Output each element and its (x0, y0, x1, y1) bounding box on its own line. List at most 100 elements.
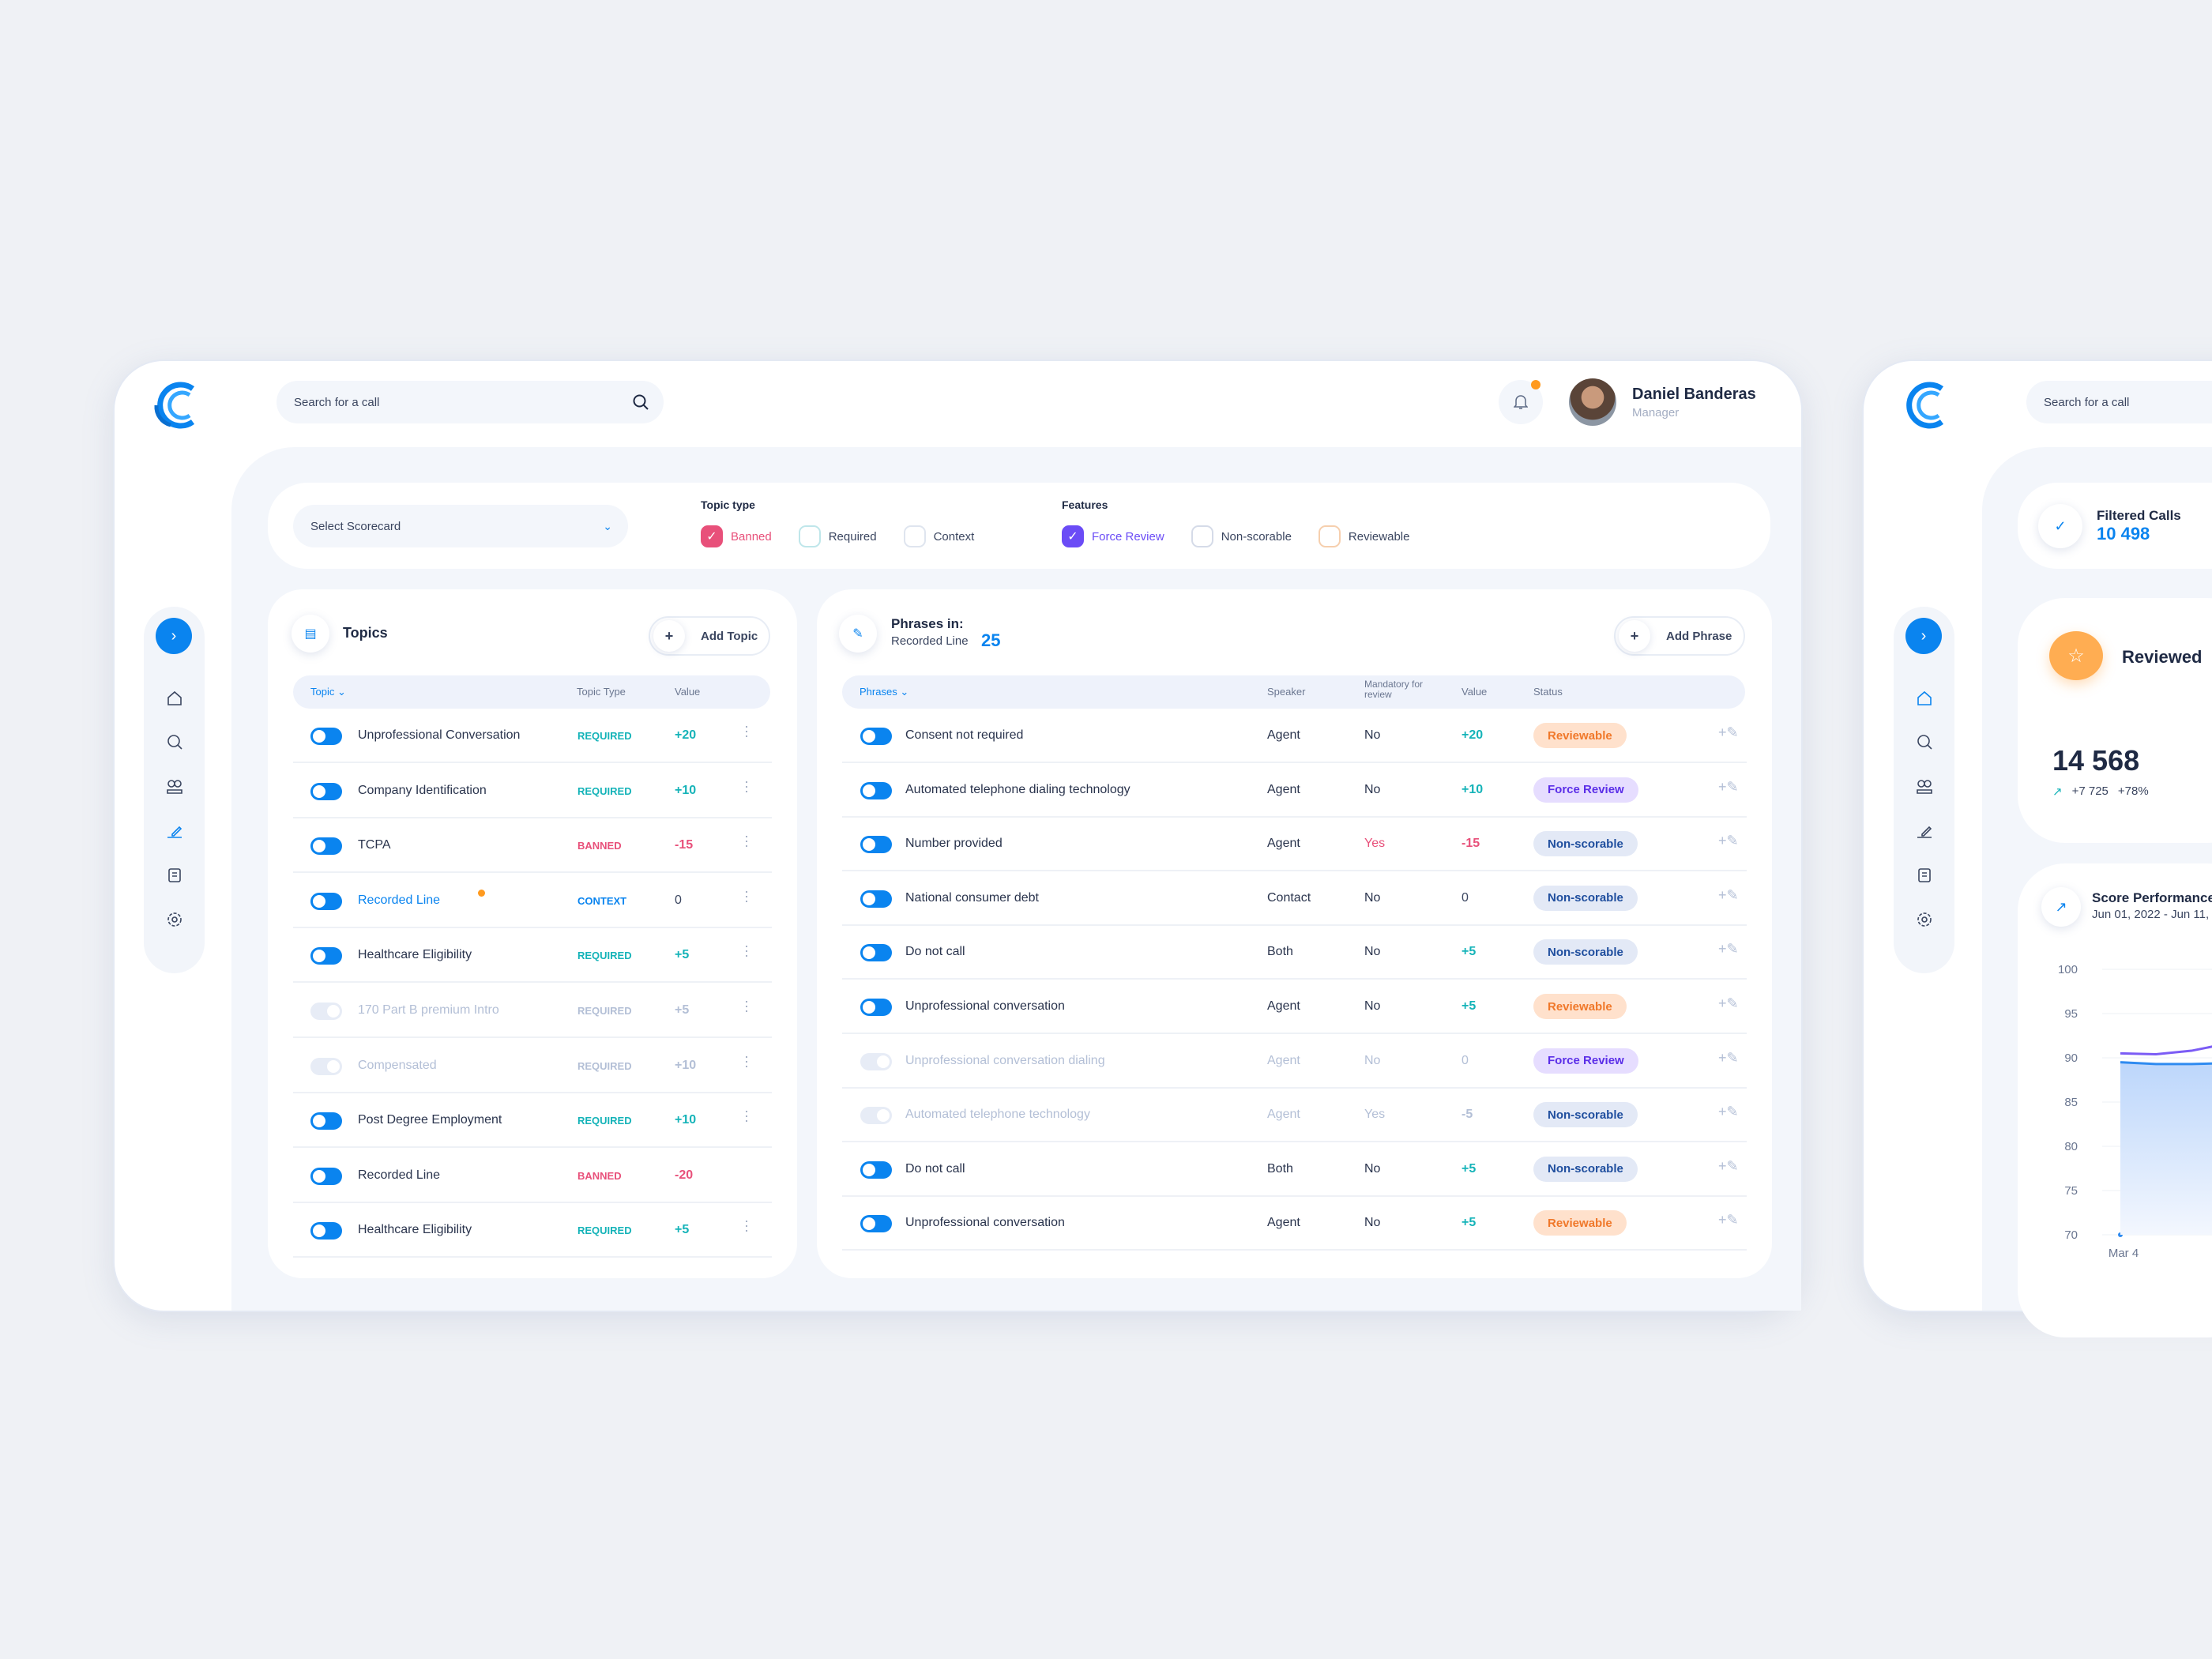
phrase-toggle[interactable] (860, 890, 892, 908)
topic-name[interactable]: Healthcare Eligibility (358, 1223, 472, 1237)
topic-row[interactable]: Recorded Line BANNED -20 (276, 1149, 789, 1203)
topic-name[interactable]: Compensated (358, 1058, 437, 1072)
add-to-review-icon[interactable]: +✎ (1718, 1212, 1739, 1228)
add-to-review-icon[interactable]: +✎ (1718, 833, 1739, 849)
topic-row[interactable]: Unprofessional Conversation REQUIRED +20 ··… (276, 709, 789, 763)
phrase-toggle[interactable] (860, 781, 892, 799)
phrase-toggle[interactable] (860, 728, 892, 745)
topic-name[interactable]: Company Identification (358, 783, 487, 797)
topic-toggle[interactable] (310, 1057, 342, 1075)
more-options-icon[interactable]: ··· (739, 1054, 755, 1069)
phrase-row[interactable]: Do not call Both No +5 Non-scorable +✎ (825, 1142, 1764, 1197)
topic-toggle[interactable] (310, 1003, 342, 1020)
more-options-icon[interactable]: ··· (739, 944, 755, 959)
topic-name[interactable]: Recorded Line (358, 1168, 441, 1182)
home-icon[interactable] (166, 690, 183, 707)
topic-row[interactable]: Company Identification REQUIRED +10 ··· (276, 764, 789, 818)
topic-toggle[interactable] (310, 947, 342, 965)
add-to-review-icon[interactable]: +✎ (1718, 1049, 1739, 1066)
topic-toggle[interactable] (310, 1112, 342, 1130)
phrase-row[interactable]: Number provided Agent Yes -15 Non-scorable +✎ (825, 817, 1764, 872)
topic-toggle[interactable] (310, 728, 342, 745)
avatar[interactable] (1569, 378, 1616, 426)
home-icon[interactable] (1916, 690, 1933, 707)
phrase-name[interactable]: Consent not required (905, 728, 1024, 742)
expand-sidebar-button[interactable]: › (156, 618, 192, 654)
phrase-name[interactable]: Automated telephone technology (905, 1108, 1090, 1122)
add-to-review-icon[interactable]: +✎ (1718, 1157, 1739, 1174)
phrase-name[interactable]: National consumer debt (905, 890, 1039, 905)
settings-icon[interactable] (1916, 911, 1933, 928)
topic-row[interactable]: Healthcare Eligibility REQUIRED +5 ··· (276, 1203, 789, 1258)
checkbox-banned[interactable]: ✓ Banned (701, 525, 772, 547)
search-input[interactable]: Search for a call (276, 381, 664, 423)
phrase-name[interactable]: Do not call (905, 945, 965, 959)
users-icon[interactable] (1916, 778, 1933, 796)
add-to-review-icon[interactable]: +✎ (1718, 995, 1739, 1011)
phrase-toggle[interactable] (860, 1052, 892, 1070)
phrase-row[interactable]: Consent not required Agent No +20 Reviewable… (825, 709, 1764, 763)
add-to-review-icon[interactable]: +✎ (1718, 778, 1739, 795)
more-options-icon[interactable]: ··· (739, 724, 755, 739)
pen-icon[interactable] (166, 822, 183, 840)
phrase-name[interactable]: Unprofessional conversation (905, 999, 1065, 1013)
checkbox-force-review[interactable]: ✓ Force Review (1062, 525, 1164, 547)
more-options-icon[interactable]: ··· (739, 779, 755, 794)
more-options-icon[interactable]: ··· (739, 999, 755, 1014)
phrase-toggle[interactable] (860, 944, 892, 962)
topic-toggle[interactable] (310, 892, 342, 910)
more-options-icon[interactable]: ··· (739, 1219, 755, 1234)
add-phrase-button[interactable]: + Add Phrase (1614, 616, 1745, 656)
topic-name[interactable]: TCPA (358, 838, 391, 852)
topic-name[interactable]: Post Degree Employment (358, 1113, 502, 1127)
checkbox-context[interactable]: Context (903, 525, 974, 547)
topic-row[interactable]: 170 Part B premium Intro REQUIRED +5 ··· (276, 984, 789, 1038)
topic-name[interactable]: Unprofessional Conversation (358, 728, 521, 742)
phrase-row[interactable]: Unprofessional conversation dialing Agent… (825, 1034, 1764, 1089)
phrase-sort-header[interactable]: Phrases ⌄ (860, 686, 909, 698)
phrase-row[interactable]: Unprofessional conversation Agent No +5 Revi… (825, 1196, 1764, 1251)
topic-row[interactable]: Healthcare Eligibility REQUIRED +5 ··· (276, 928, 789, 984)
phrase-row[interactable]: Do not call Both No +5 Non-scorable +✎ (825, 925, 1764, 980)
scorecard-select[interactable]: Select Scorecard ⌄ (293, 505, 628, 547)
topic-name[interactable]: 170 Part B premium Intro (358, 1003, 499, 1017)
topic-toggle[interactable] (310, 1167, 342, 1185)
clipboard-icon[interactable] (1916, 866, 1933, 883)
checkbox-reviewable[interactable]: Reviewable (1318, 525, 1409, 547)
phrase-toggle[interactable] (860, 1215, 892, 1233)
phrase-name[interactable]: Number provided (905, 837, 1003, 851)
more-options-icon[interactable]: ··· (739, 889, 755, 904)
phrase-name[interactable]: Unprofessional conversation (905, 1216, 1065, 1230)
topic-name[interactable]: Healthcare Eligibility (358, 948, 472, 962)
add-to-review-icon[interactable]: +✎ (1718, 886, 1739, 903)
phrase-row[interactable]: Unprofessional conversation Agent No +5 Revi… (825, 980, 1764, 1034)
add-to-review-icon[interactable]: +✎ (1718, 1104, 1739, 1120)
search-icon[interactable] (632, 393, 649, 411)
phrase-row[interactable]: Automated telephone technology Agent Yes -5… (825, 1088, 1764, 1143)
topic-row[interactable]: Recorded Line CONTEXT 0 ··· (276, 874, 789, 928)
topic-row[interactable]: TCPA BANNED -15 ··· (276, 818, 789, 874)
phrase-name[interactable]: Do not call (905, 1161, 965, 1176)
search-nav-icon[interactable] (1916, 733, 1933, 750)
search-input-secondary[interactable]: Search for a call (2026, 381, 2212, 423)
checkbox-non-scorable[interactable]: Non-scorable (1191, 525, 1292, 547)
users-icon[interactable] (166, 778, 183, 796)
phrase-toggle[interactable] (860, 1161, 892, 1179)
phrase-row[interactable]: Automated telephone dialing technology Ag… (825, 763, 1764, 818)
topic-row[interactable]: Compensated REQUIRED +10 ··· (276, 1039, 789, 1093)
topic-toggle[interactable] (310, 1222, 342, 1240)
more-options-icon[interactable]: ··· (739, 1109, 755, 1124)
settings-icon[interactable] (166, 911, 183, 928)
add-to-review-icon[interactable]: +✎ (1718, 724, 1739, 740)
search-nav-icon[interactable] (166, 733, 183, 750)
phrase-toggle[interactable] (860, 999, 892, 1016)
add-topic-button[interactable]: + Add Topic (649, 616, 770, 656)
topic-toggle[interactable] (310, 782, 342, 800)
topic-name[interactable]: Recorded Line (358, 893, 441, 907)
expand-sidebar-button[interactable]: › (1905, 618, 1942, 654)
checkbox-required[interactable]: Required (798, 525, 877, 547)
topic-sort-header[interactable]: Topic ⌄ (310, 686, 346, 698)
phrase-row[interactable]: National consumer debt Contact No 0 Non-scor… (825, 871, 1764, 926)
clipboard-icon[interactable] (166, 866, 183, 883)
topic-toggle[interactable] (310, 837, 342, 856)
